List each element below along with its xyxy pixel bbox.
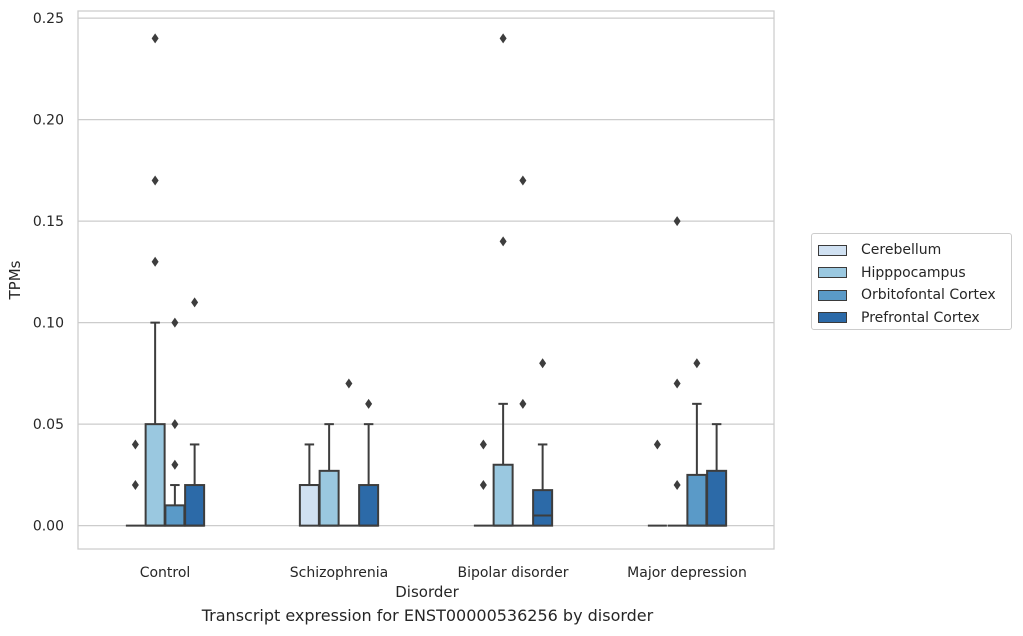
outlier-point	[345, 378, 353, 389]
chart-caption: Transcript expression for ENST0000053625…	[201, 606, 654, 625]
x-tick-label: Major depression	[627, 565, 747, 581]
legend-item: Orbitofontal Cortex	[818, 284, 1011, 307]
grid-lines	[78, 17, 774, 527]
x-tick-label: Schizophrenia	[290, 565, 388, 581]
legend-item: Prefrontal Cortex	[818, 307, 1011, 330]
outlier-point	[693, 358, 701, 369]
box-rect	[706, 469, 728, 527]
box-cerebellum	[125, 439, 145, 527]
box-hipppocampus	[144, 33, 166, 527]
box-rect	[184, 484, 206, 527]
box-hipppocampus	[318, 423, 340, 527]
x-tick-label: Bipolar disorder	[457, 565, 568, 581]
outlier-point	[653, 439, 661, 450]
legend-label: Hipppocampus	[861, 264, 966, 281]
outlier-point	[519, 175, 527, 186]
y-tick-label: 0.25	[33, 11, 64, 27]
y-tick-label: 0.10	[33, 316, 64, 332]
outlier-point	[151, 256, 159, 267]
box-rect	[298, 484, 320, 527]
outlier-point	[151, 175, 159, 186]
legend-swatch	[818, 244, 847, 256]
axis-ticks: 0.00 0.05 0.10 0.15 0.20 0.25 Control Schizophr…	[33, 11, 747, 581]
outlier-point	[673, 378, 681, 389]
x-axis-title: Disorder	[395, 583, 459, 601]
box-rect	[164, 504, 186, 527]
box-rect	[686, 473, 708, 527]
box-orbitofontal-cortex	[164, 317, 186, 527]
legend-swatch	[818, 267, 847, 279]
y-tick-label: 0.20	[33, 113, 64, 129]
box-prefrontal-cortex	[358, 398, 380, 527]
outlier-point	[519, 398, 527, 409]
legend-item: Hipppocampus	[818, 262, 1011, 285]
outlier-point	[673, 216, 681, 227]
plot-frame	[77, 10, 775, 550]
y-axis-title: TPMs	[6, 260, 24, 300]
outlier-point	[499, 33, 507, 44]
outlier-point	[539, 358, 547, 369]
outlier-point	[131, 480, 139, 491]
box-cerebellum	[473, 439, 493, 527]
box-orbitofontal-cortex	[513, 175, 533, 527]
legend: Cerebellum Hipppocampus Orbitofontal Corte…	[811, 233, 1012, 330]
legend-label: Prefrontal Cortex	[861, 309, 980, 326]
outlier-point	[479, 480, 487, 491]
outlier-point	[171, 459, 179, 470]
outlier-point	[151, 33, 159, 44]
box-prefrontal-cortex	[706, 423, 728, 527]
box-prefrontal-cortex	[532, 358, 554, 527]
legend-label: Orbitofontal Cortex	[861, 287, 996, 304]
y-tick-label: 0.00	[33, 519, 64, 535]
box-rect	[318, 469, 340, 527]
outlier-point	[131, 439, 139, 450]
legend-label: Cerebellum	[861, 242, 942, 259]
box-plot-area	[125, 33, 728, 527]
outlier-point	[479, 439, 487, 450]
outlier-point	[499, 236, 507, 247]
box-rect	[532, 489, 554, 527]
box-hipppocampus	[492, 33, 514, 527]
legend-item: Cerebellum	[818, 239, 1011, 262]
box-cerebellum	[298, 443, 320, 527]
legend-swatch	[818, 289, 847, 301]
box-rect	[144, 423, 166, 527]
outlier-point	[171, 317, 179, 328]
legend-swatch	[818, 312, 847, 324]
box-cerebellum	[647, 439, 667, 527]
box-prefrontal-cortex	[184, 297, 206, 527]
outlier-point	[171, 419, 179, 430]
outlier-point	[673, 480, 681, 491]
outlier-point	[191, 297, 199, 308]
y-tick-label: 0.05	[33, 417, 64, 433]
box-rect	[358, 484, 380, 527]
box-orbitofontal-cortex	[686, 358, 708, 527]
box-rect	[492, 463, 514, 527]
box-orbitofontal-cortex	[339, 378, 359, 527]
x-tick-label: Control	[140, 565, 191, 581]
outlier-point	[365, 398, 373, 409]
y-tick-label: 0.15	[33, 214, 64, 230]
box-hipppocampus	[667, 216, 687, 527]
